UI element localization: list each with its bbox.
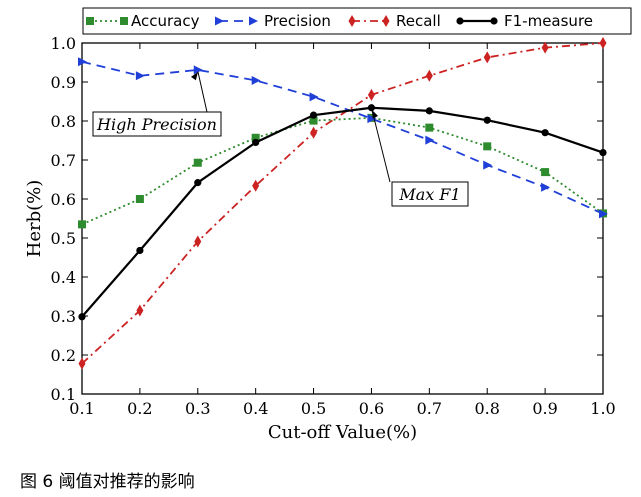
legend-label: F1-measure xyxy=(504,12,593,30)
y-tick-label: 1.0 xyxy=(51,34,76,53)
series-precision xyxy=(78,57,608,219)
data-point xyxy=(367,88,375,101)
annotation-arrow xyxy=(197,71,208,113)
y-tick-label: 0.7 xyxy=(51,151,76,170)
y-tick-label: 0.4 xyxy=(51,268,76,287)
legend-entry: Precision xyxy=(215,12,331,30)
data-point xyxy=(425,123,434,132)
x-tick-label: 0.4 xyxy=(243,399,268,418)
x-tick-label: 0.5 xyxy=(301,399,326,418)
data-point xyxy=(193,65,203,75)
y-tick-label: 0.9 xyxy=(51,73,76,92)
y-tick-label: 0.8 xyxy=(51,112,76,131)
series-f1-measure xyxy=(78,104,607,321)
data-point xyxy=(309,92,319,102)
data-point xyxy=(135,71,145,81)
legend-label: Accuracy xyxy=(131,12,200,30)
annotation-arrow xyxy=(371,109,391,183)
y-tick-label: 0.2 xyxy=(51,346,76,365)
figure-caption: 图 6 阈值对推荐的影响 xyxy=(20,472,195,492)
legend-entry: Recall xyxy=(348,12,441,30)
annotation-text: Max F1 xyxy=(398,185,460,204)
data-point xyxy=(310,126,318,139)
annotations: High Precision Max F1 xyxy=(92,71,469,207)
data-point xyxy=(194,235,202,248)
data-point xyxy=(541,182,551,192)
annotation: High Precision xyxy=(92,71,222,137)
series-layer xyxy=(78,37,608,370)
data-point xyxy=(367,114,377,124)
annotation-box xyxy=(391,181,469,207)
data-point xyxy=(136,246,144,255)
data-point xyxy=(483,160,493,170)
arrow-head xyxy=(372,110,379,119)
data-point xyxy=(425,135,435,145)
x-tick-label: 0.1 xyxy=(69,399,94,418)
data-point xyxy=(78,220,86,229)
x-axis-label: Cut-off Value(%) xyxy=(268,422,417,443)
data-point xyxy=(309,111,318,119)
data-point xyxy=(425,69,433,82)
series-recall xyxy=(78,37,607,370)
data-point xyxy=(252,138,260,147)
x-tick-label: 0.6 xyxy=(359,399,384,418)
x-tick-label: 0.2 xyxy=(127,399,152,418)
data-point xyxy=(541,129,549,137)
legend-entry: Accuracy xyxy=(86,12,200,30)
x-tick-label: 0.7 xyxy=(417,399,442,418)
data-point xyxy=(483,116,491,124)
y-tick-label: 0.6 xyxy=(51,190,76,209)
data-point xyxy=(367,104,376,112)
legend-label: Recall xyxy=(396,12,441,30)
data-point xyxy=(541,168,550,177)
legend-label: Precision xyxy=(264,12,331,30)
data-point xyxy=(136,304,144,317)
data-point xyxy=(483,142,492,151)
series-line xyxy=(81,106,604,318)
legend-marker xyxy=(215,16,224,26)
legend-marker xyxy=(86,17,94,25)
legend-marker xyxy=(490,17,498,25)
y-tick-label: 0.1 xyxy=(51,385,76,404)
x-tick-label: 0.8 xyxy=(474,399,499,418)
data-point xyxy=(599,37,607,49)
annotation: Max F1 xyxy=(371,109,469,207)
arrow-head xyxy=(190,72,198,81)
x-tick-label: 0.3 xyxy=(185,399,210,418)
data-point xyxy=(599,148,607,157)
data-point xyxy=(78,357,86,370)
series-line xyxy=(81,42,604,365)
data-point xyxy=(599,209,608,219)
data-point xyxy=(425,107,433,115)
legend: Accuracy Precision Recall F1-measure xyxy=(82,7,632,35)
legend-marker xyxy=(382,15,390,27)
data-point xyxy=(251,133,260,142)
x-tick-label: 1.0 xyxy=(590,399,615,418)
legend-marker xyxy=(348,15,356,27)
y-tick-label: 0.5 xyxy=(51,229,76,248)
x-tick-label: 0.9 xyxy=(532,399,557,418)
legend-marker xyxy=(456,17,464,25)
legend-marker xyxy=(120,17,128,25)
data-point xyxy=(135,195,144,203)
plot-frame xyxy=(81,42,604,395)
data-point xyxy=(483,51,491,64)
data-point xyxy=(78,313,86,321)
annotation-text: High Precision xyxy=(96,115,217,134)
data-point xyxy=(194,179,202,187)
series-line xyxy=(81,60,604,215)
data-point xyxy=(252,179,260,192)
legend-marker xyxy=(249,16,258,26)
data-point xyxy=(193,158,202,167)
y-axis-label: Herb(%) xyxy=(24,180,45,258)
legend-entry: F1-measure xyxy=(456,12,593,30)
data-point xyxy=(78,57,87,67)
data-point xyxy=(541,41,549,54)
data-point xyxy=(251,75,261,85)
y-tick-label: 0.3 xyxy=(51,307,76,326)
axes: 0.1 0.2 0.3 0.4 0.5 0.6 0.7 0.8 0.9 1.0 0.1 0.2 0.3 0… xyxy=(24,34,616,443)
annotation-box xyxy=(92,111,222,137)
data-point xyxy=(309,116,318,125)
